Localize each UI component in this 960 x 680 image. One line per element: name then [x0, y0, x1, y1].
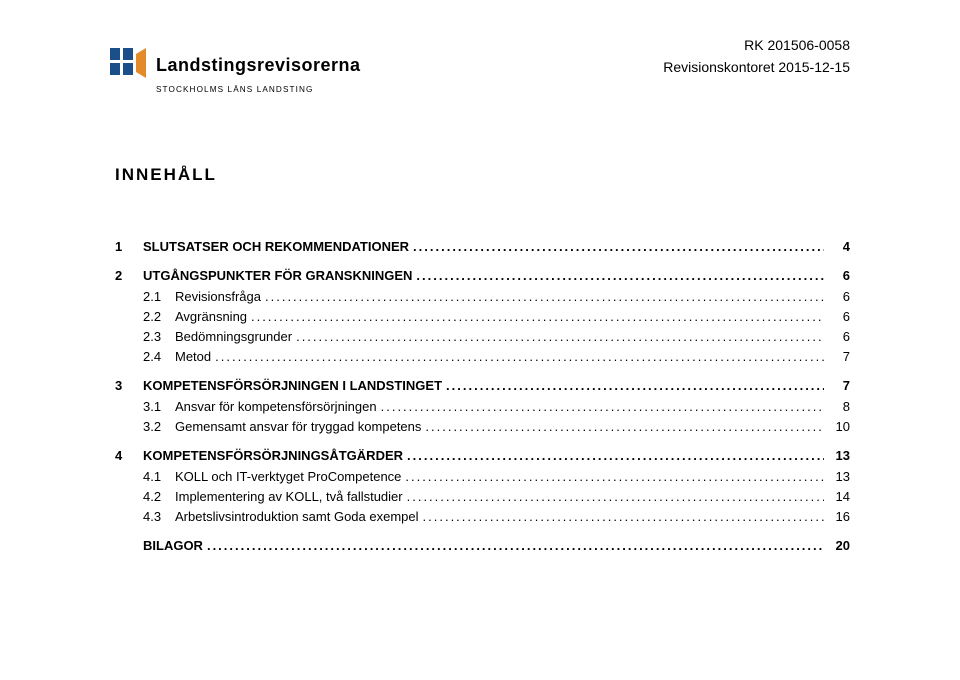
toc-entry: 4.2 Implementering av KOLL, två fallstud…	[115, 489, 850, 504]
toc-leader	[377, 399, 824, 414]
toc-number: 4.1	[143, 469, 175, 484]
toc-page: 6	[828, 268, 850, 283]
logo-block: Landstingsrevisorerna STOCKHOLMS LÄNS LA…	[110, 48, 361, 94]
toc-number: 2	[115, 268, 143, 283]
toc-entry: 3 KOMPETENSFÖRSÖRJNINGEN I LANDSTINGET 7	[115, 378, 850, 393]
toc-page: 7	[828, 349, 850, 364]
toc-entry: 4 KOMPETENSFÖRSÖRJNINGSÅTGÄRDER 13	[115, 448, 850, 463]
table-of-contents: 1 SLUTSATSER OCH REKOMMENDATIONER 4 2 UT…	[115, 225, 850, 559]
toc-page: 20	[828, 538, 850, 553]
logo-main-text: Landstingsrevisorerna	[156, 55, 361, 76]
page-title: INNEHÅLL	[115, 165, 217, 185]
toc-page: 13	[828, 469, 850, 484]
toc-entry: 4.1 KOLL och IT-verktyget ProCompetence …	[115, 469, 850, 484]
logo-mark-icon	[110, 48, 146, 83]
toc-page: 6	[828, 329, 850, 344]
toc-page: 8	[828, 399, 850, 414]
toc-entry: 2.2 Avgränsning 6	[115, 309, 850, 324]
toc-entry: BILAGOR 20	[115, 538, 850, 553]
page: RK 201506-0058 Revisionskontoret 2015-12…	[0, 0, 960, 680]
toc-label: Arbetslivsintroduktion samt Goda exempel	[175, 509, 419, 524]
toc-label: Avgränsning	[175, 309, 247, 324]
toc-label: Ansvar för kompetensförsörjningen	[175, 399, 377, 414]
toc-number: 4	[115, 448, 143, 463]
logo-sub-text: STOCKHOLMS LÄNS LANDSTING	[156, 85, 361, 94]
document-ref: RK 201506-0058	[663, 34, 850, 56]
toc-number: 2.2	[143, 309, 175, 324]
toc-entry: 2.4 Metod 7	[115, 349, 850, 364]
toc-leader	[401, 469, 824, 484]
toc-number: 2.1	[143, 289, 175, 304]
toc-page: 6	[828, 309, 850, 324]
toc-number: 4.3	[143, 509, 175, 524]
toc-leader	[412, 268, 824, 283]
toc-leader	[292, 329, 824, 344]
toc-page: 4	[828, 239, 850, 254]
logo-row: Landstingsrevisorerna	[110, 48, 361, 83]
toc-leader	[421, 419, 824, 434]
toc-label: KOLL och IT-verktyget ProCompetence	[175, 469, 401, 484]
toc-page: 13	[828, 448, 850, 463]
toc-label: Metod	[175, 349, 211, 364]
toc-leader	[419, 509, 824, 524]
toc-leader	[203, 538, 824, 553]
toc-number: 2.4	[143, 349, 175, 364]
toc-number: 4.2	[143, 489, 175, 504]
toc-page: 14	[828, 489, 850, 504]
toc-label: KOMPETENSFÖRSÖRJNINGEN I LANDSTINGET	[143, 378, 442, 393]
toc-label: KOMPETENSFÖRSÖRJNINGSÅTGÄRDER	[143, 448, 403, 463]
toc-entry: 4.3 Arbetslivsintroduktion samt Goda exe…	[115, 509, 850, 524]
toc-label: UTGÅNGSPUNKTER FÖR GRANSKNINGEN	[143, 268, 412, 283]
toc-entry: 3.2 Gemensamt ansvar för tryggad kompete…	[115, 419, 850, 434]
toc-entry: 2 UTGÅNGSPUNKTER FÖR GRANSKNINGEN 6	[115, 268, 850, 283]
toc-label: Revisionsfråga	[175, 289, 261, 304]
toc-page: 7	[828, 378, 850, 393]
toc-number: 2.3	[143, 329, 175, 344]
toc-number: 3.2	[143, 419, 175, 434]
toc-leader	[403, 448, 824, 463]
toc-entry: 3.1 Ansvar för kompetensförsörjningen 8	[115, 399, 850, 414]
toc-number: 3	[115, 378, 143, 393]
toc-leader	[442, 378, 824, 393]
toc-label: Gemensamt ansvar för tryggad kompetens	[175, 419, 421, 434]
toc-label: Bedömningsgrunder	[175, 329, 292, 344]
toc-leader	[409, 239, 824, 254]
toc-entry: 2.1 Revisionsfråga 6	[115, 289, 850, 304]
header-right: RK 201506-0058 Revisionskontoret 2015-12…	[663, 34, 850, 79]
toc-entry: 2.3 Bedömningsgrunder 6	[115, 329, 850, 344]
office-date: Revisionskontoret 2015-12-15	[663, 56, 850, 78]
toc-entry: 1 SLUTSATSER OCH REKOMMENDATIONER 4	[115, 239, 850, 254]
toc-label: BILAGOR	[143, 538, 203, 553]
toc-number: 3.1	[143, 399, 175, 414]
toc-leader	[211, 349, 824, 364]
toc-number: 1	[115, 239, 143, 254]
toc-page: 10	[828, 419, 850, 434]
toc-leader	[261, 289, 824, 304]
toc-leader	[403, 489, 824, 504]
toc-label: SLUTSATSER OCH REKOMMENDATIONER	[143, 239, 409, 254]
toc-leader	[247, 309, 824, 324]
toc-page: 16	[828, 509, 850, 524]
toc-page: 6	[828, 289, 850, 304]
toc-label: Implementering av KOLL, två fallstudier	[175, 489, 403, 504]
